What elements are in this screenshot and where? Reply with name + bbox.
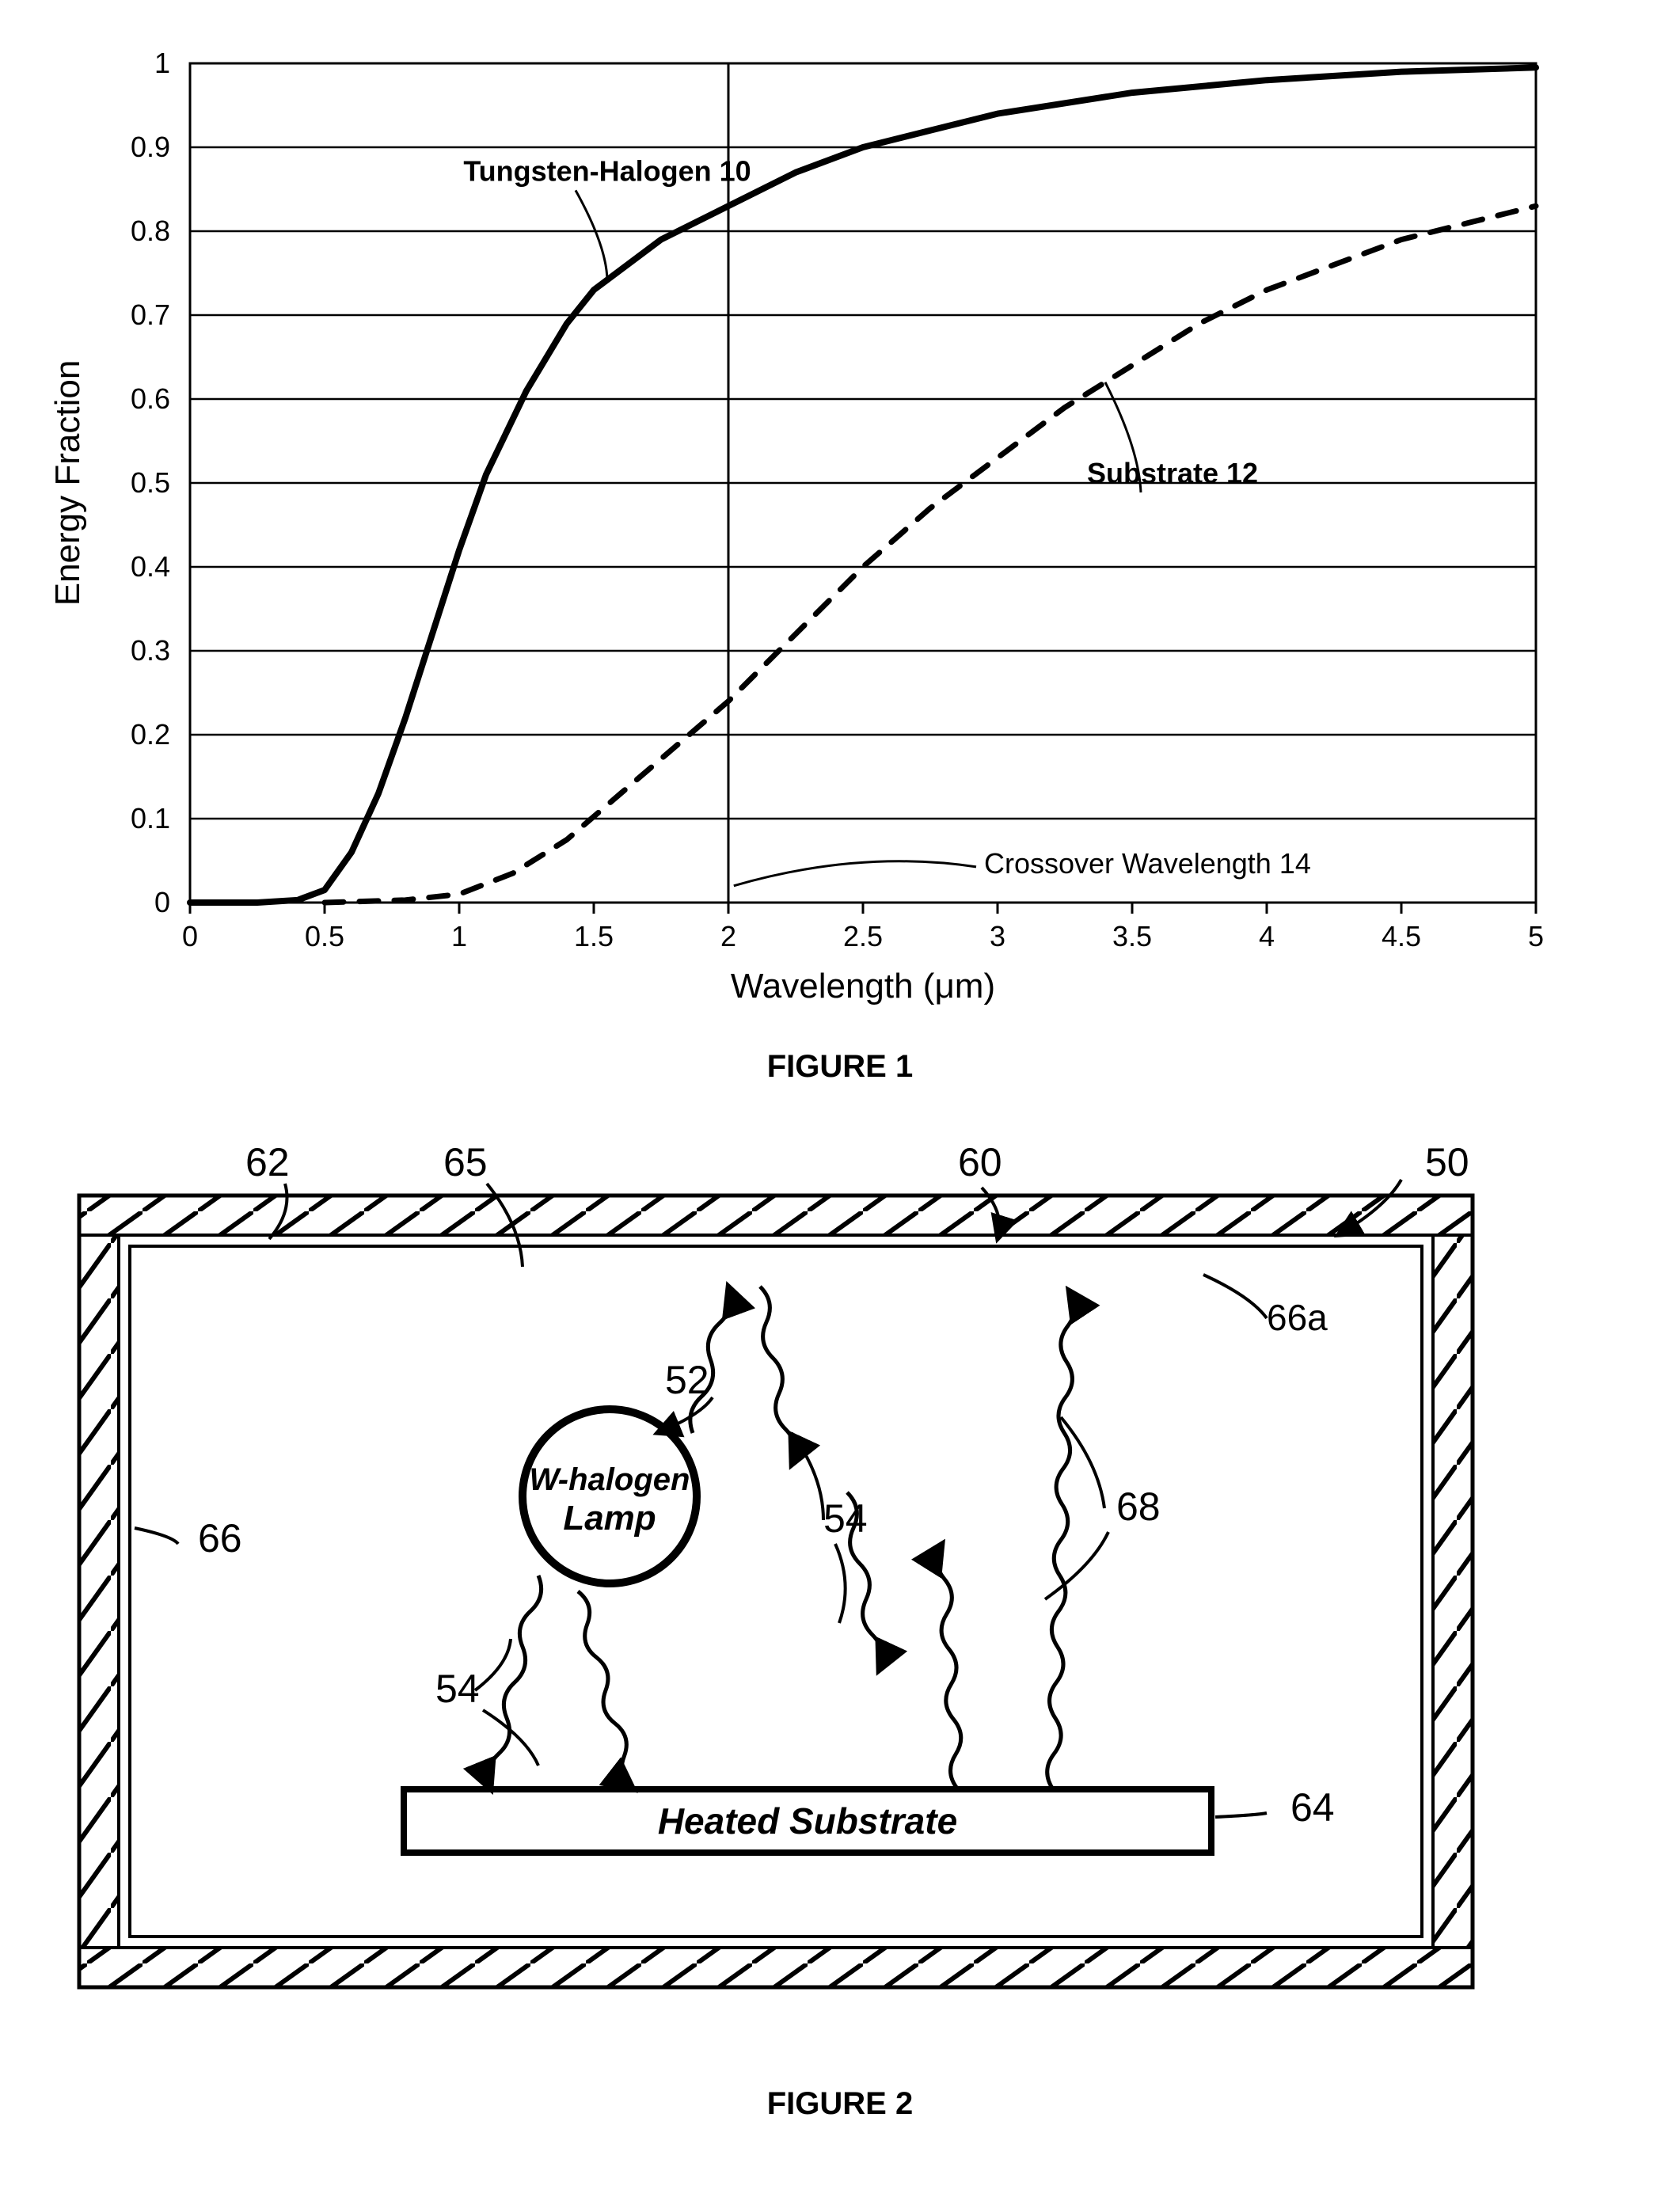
svg-text:4: 4 xyxy=(1259,920,1275,952)
svg-text:68: 68 xyxy=(1116,1484,1161,1529)
svg-text:Wavelength (μm): Wavelength (μm) xyxy=(731,967,995,1005)
svg-text:Lamp: Lamp xyxy=(563,1499,656,1538)
svg-text:0.2: 0.2 xyxy=(131,718,170,751)
svg-text:0.5: 0.5 xyxy=(305,920,344,952)
svg-text:64: 64 xyxy=(1290,1785,1335,1830)
svg-text:4.5: 4.5 xyxy=(1382,920,1421,952)
svg-text:0.7: 0.7 xyxy=(131,298,170,331)
svg-text:Crossover Wavelength 14: Crossover Wavelength 14 xyxy=(984,847,1311,880)
svg-text:W-halogen: W-halogen xyxy=(530,1462,690,1497)
svg-text:0.9: 0.9 xyxy=(131,131,170,163)
svg-text:1.5: 1.5 xyxy=(574,920,614,952)
svg-text:Energy Fraction: Energy Fraction xyxy=(48,360,87,606)
svg-text:52: 52 xyxy=(665,1358,709,1402)
svg-text:0.8: 0.8 xyxy=(131,215,170,247)
svg-text:3: 3 xyxy=(990,920,1005,952)
svg-text:Tungsten-Halogen 10: Tungsten-Halogen 10 xyxy=(463,154,751,187)
svg-text:2: 2 xyxy=(720,920,736,952)
figure-1: 0 0.1 0.2 0.3 0.4 0.5 0.6 0.7 0.8 0.9 1 0 0.5 1 1.5 2 2.… xyxy=(32,32,1648,1085)
svg-text:Heated Substrate: Heated Substrate xyxy=(658,1800,957,1842)
svg-text:62: 62 xyxy=(245,1140,290,1184)
svg-text:3.5: 3.5 xyxy=(1112,920,1152,952)
svg-text:66a: 66a xyxy=(1267,1297,1328,1338)
svg-text:5: 5 xyxy=(1528,920,1544,952)
figure-2: W-halogenLamp Heated Substrate 50 60 62 65 66a… xyxy=(32,1132,1648,2122)
figure-2-caption: FIGURE 2 xyxy=(32,2086,1648,2122)
svg-text:Substrate 12: Substrate 12 xyxy=(1087,457,1258,489)
svg-text:2.5: 2.5 xyxy=(843,920,883,952)
svg-text:1: 1 xyxy=(154,47,170,79)
svg-text:0.3: 0.3 xyxy=(131,634,170,667)
svg-text:50: 50 xyxy=(1425,1140,1469,1184)
svg-text:65: 65 xyxy=(443,1140,488,1184)
svg-text:0: 0 xyxy=(182,920,198,952)
svg-text:0.4: 0.4 xyxy=(131,550,170,583)
svg-text:1: 1 xyxy=(451,920,467,952)
svg-text:66: 66 xyxy=(198,1516,242,1560)
svg-text:0.6: 0.6 xyxy=(131,382,170,415)
figure-1-caption: FIGURE 1 xyxy=(32,1049,1648,1085)
figure-2-diagram: W-halogenLamp Heated Substrate 50 60 62 65 66a… xyxy=(32,1132,1536,2066)
svg-text:0: 0 xyxy=(154,886,170,918)
svg-text:60: 60 xyxy=(958,1140,1002,1184)
svg-text:54: 54 xyxy=(823,1496,868,1541)
svg-text:0.1: 0.1 xyxy=(131,802,170,834)
figure-1-chart: 0 0.1 0.2 0.3 0.4 0.5 0.6 0.7 0.8 0.9 1 0 0.5 1 1.5 2 2.… xyxy=(32,32,1583,1029)
svg-text:54: 54 xyxy=(435,1667,480,1711)
svg-text:0.5: 0.5 xyxy=(131,466,170,499)
